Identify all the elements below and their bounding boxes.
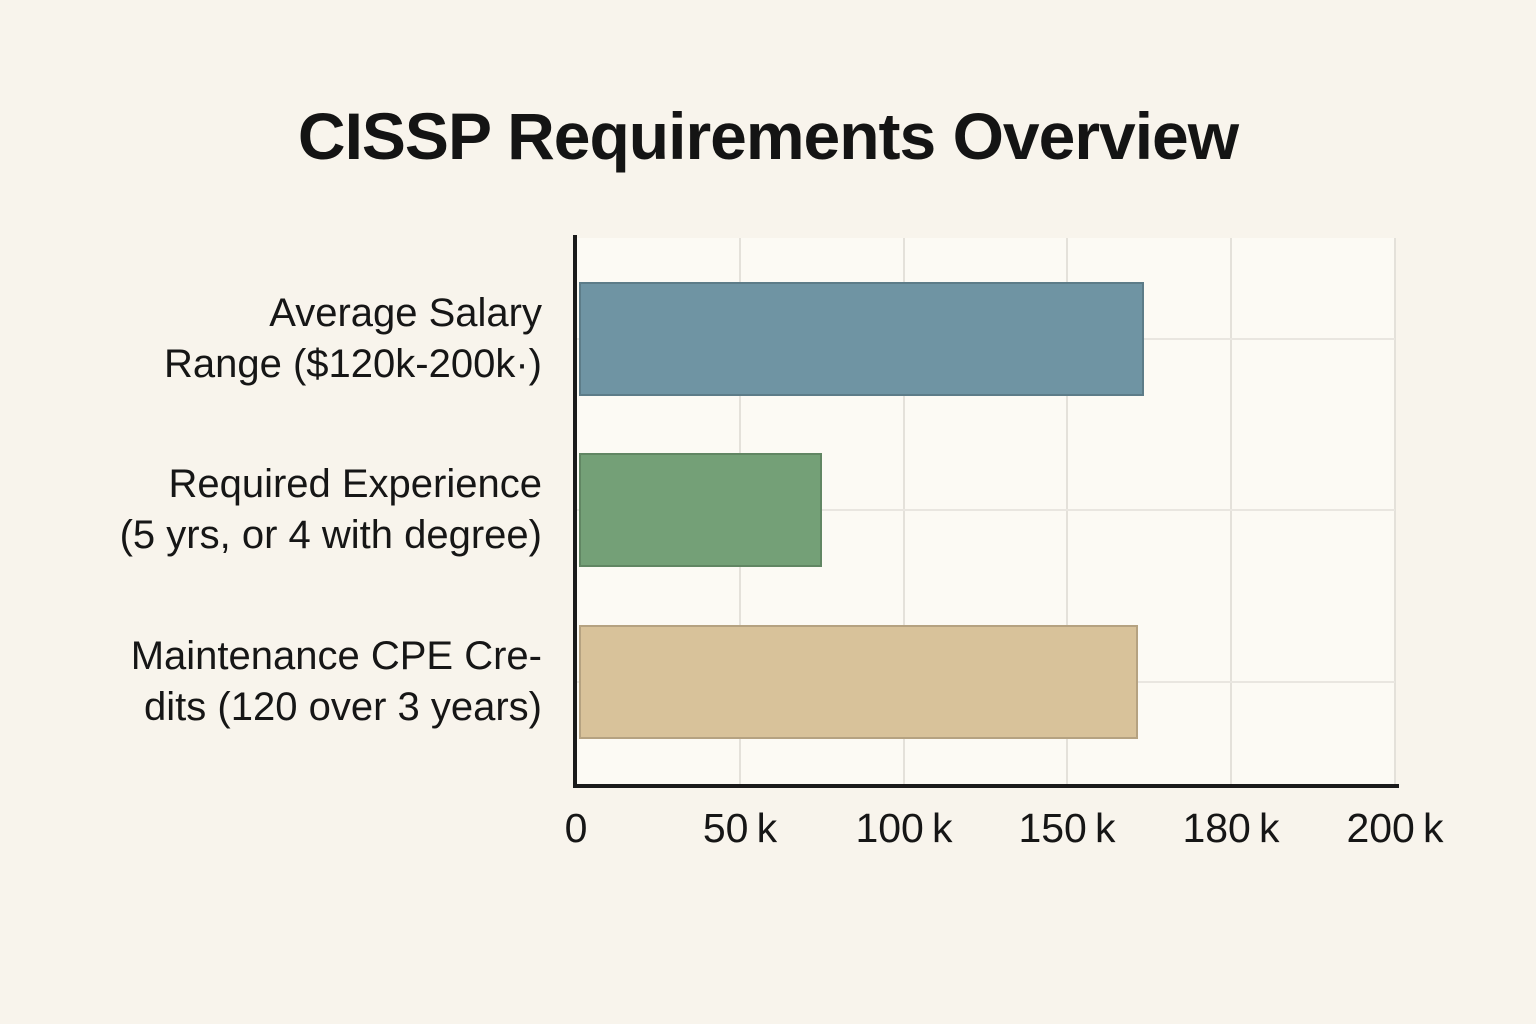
- category-label-line: (5 yrs, or 4 with degree): [119, 513, 542, 557]
- category-label: Average Salary Range ($120k-200k·): [164, 288, 542, 390]
- x-axis-line: [573, 784, 1399, 788]
- bar: [579, 453, 822, 567]
- bar: [579, 625, 1138, 739]
- category-label-line: Range ($120k-200k·): [164, 342, 542, 386]
- grid-line-vertical: [903, 238, 905, 785]
- x-tick-label: 150 k: [1018, 805, 1116, 851]
- category-label-line: Average Salary: [269, 291, 542, 335]
- grid-line-vertical: [1394, 238, 1396, 785]
- x-tick-label: 200 k: [1346, 805, 1444, 851]
- plot-area: [576, 238, 1396, 785]
- category-label-line: Maintenance CPE Cre-: [130, 634, 542, 678]
- y-axis-line: [573, 235, 577, 788]
- category-label-line: Required Experience: [168, 462, 542, 506]
- x-tick-label: 50 k: [702, 805, 778, 851]
- chart-title: CISSP Requirements Overview: [297, 99, 1239, 173]
- x-tick-label: 0: [564, 805, 588, 851]
- category-label: Required Experience (5 yrs, or 4 with deg…: [120, 459, 542, 561]
- bar: [579, 282, 1144, 396]
- x-tick-label: 100 k: [855, 805, 953, 851]
- category-label-line: dits (120 over 3 years): [144, 685, 542, 729]
- x-tick-label: 180 k: [1182, 805, 1280, 851]
- grid-line-vertical: [1230, 238, 1232, 785]
- category-label: Maintenance CPE Cre-dits (120 over 3 yea…: [131, 631, 542, 733]
- grid-line-vertical: [1066, 238, 1068, 785]
- grid-line-horizontal: [576, 509, 1395, 511]
